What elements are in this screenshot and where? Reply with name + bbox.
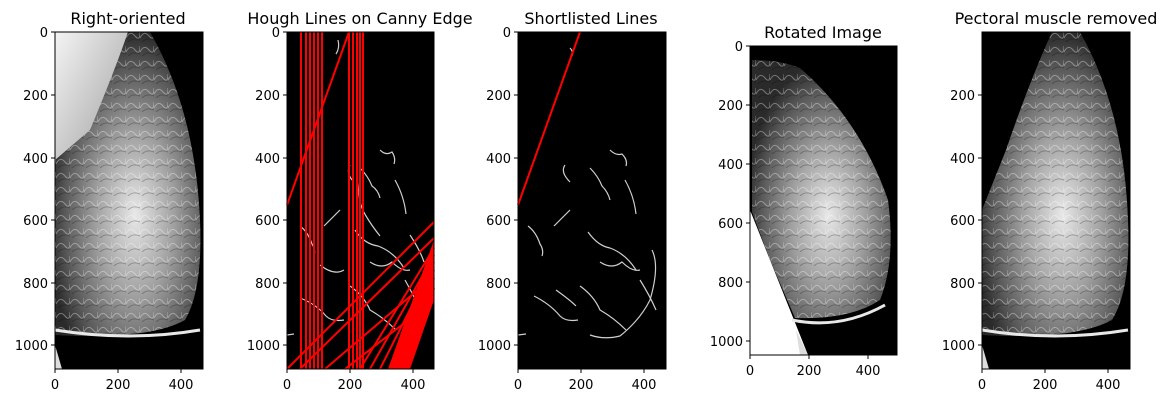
- y-tick-label: 400: [718, 158, 743, 173]
- x-tick-label: 400: [856, 364, 881, 379]
- y-tick-label: 0: [503, 26, 511, 41]
- x-tick-label: 400: [632, 378, 657, 393]
- y-tick-label: 400: [255, 152, 280, 167]
- panel-title: Right-oriented: [70, 9, 185, 28]
- y-tick-label: 600: [950, 214, 975, 229]
- y-tick-label: 200: [718, 99, 743, 114]
- image-pectoral-removed: [981, 32, 1130, 369]
- panel-rotated-image: Rotated Image 0 200 400 600 800 1000 0 2…: [710, 23, 898, 379]
- y-tick-label: 400: [950, 152, 975, 167]
- panel-hough-lines: Hough Lines on Canny Edge: [247, 9, 473, 393]
- y-tick-label: 1000: [15, 339, 48, 354]
- panel-pectoral-removed: Pectoral muscle removed 200 400 600 800 …: [942, 9, 1158, 393]
- image-shortlisted-lines: [517, 31, 666, 369]
- y-tick-label: 1000: [247, 339, 280, 354]
- axes: 0 200 400 600 800 1000 0 200 400: [478, 26, 667, 393]
- x-tick-label: 0: [51, 378, 59, 393]
- panel-title: Pectoral muscle removed: [955, 9, 1158, 28]
- y-tick-label: 0: [40, 26, 48, 41]
- axes: 200 400 600 800 1000 0 200 400: [942, 31, 1131, 393]
- x-ticks: 0 200 400: [51, 369, 194, 393]
- x-tick-label: 200: [338, 378, 363, 393]
- y-tick-label: 800: [23, 277, 48, 292]
- y-ticks: 0 200 400 600 800 1000: [15, 26, 55, 354]
- y-tick-label: 600: [718, 217, 743, 232]
- y-tick-label: 800: [486, 277, 511, 292]
- x-tick-label: 200: [797, 364, 822, 379]
- y-tick-label: 200: [255, 89, 280, 104]
- x-tick-label: 400: [169, 378, 194, 393]
- panel-shortlisted-lines: Shortlisted Lines: [478, 9, 667, 393]
- x-tick-label: 0: [283, 378, 291, 393]
- x-tick-label: 0: [746, 364, 754, 379]
- y-tick-label: 800: [950, 277, 975, 292]
- y-tick-label: 0: [272, 26, 280, 41]
- y-tick-label: 600: [255, 214, 280, 229]
- y-tick-label: 0: [735, 40, 743, 55]
- y-tick-label: 200: [950, 89, 975, 104]
- panel-title: Rotated Image: [764, 23, 882, 42]
- x-tick-label: 200: [1033, 378, 1058, 393]
- y-tick-label: 200: [23, 89, 48, 104]
- y-tick-label: 800: [255, 277, 280, 292]
- y-tick-label: 600: [23, 214, 48, 229]
- image-right-oriented: [54, 32, 203, 369]
- y-tick-label: 600: [486, 214, 511, 229]
- x-tick-label: 400: [401, 378, 426, 393]
- x-tick-label: 200: [106, 378, 131, 393]
- x-tick-label: 400: [1096, 378, 1121, 393]
- panel-title: Hough Lines on Canny Edge: [247, 9, 472, 28]
- image-rotated: [750, 46, 897, 355]
- x-tick-label: 0: [514, 378, 522, 393]
- y-tick-label: 400: [23, 152, 48, 167]
- y-tick-label: 400: [486, 152, 511, 167]
- x-tick-label: 0: [978, 378, 986, 393]
- y-tick-label: 800: [718, 276, 743, 291]
- image-hough-lines: [286, 31, 435, 370]
- panel-title: Shortlisted Lines: [524, 9, 657, 28]
- axes: 0 200 400 600 800 1000 0 200 400: [710, 40, 898, 379]
- panel-right-oriented: Right-oriented 0 200 400 600 800 1000: [15, 9, 204, 393]
- axes: 0 200 400 600 800 1000 0 200 400: [247, 26, 435, 393]
- y-tick-label: 200: [486, 89, 511, 104]
- y-tick-label: 1000: [942, 339, 975, 354]
- x-tick-label: 200: [569, 378, 594, 393]
- axes: 0 200 400 600 800 1000 0 200 400: [15, 26, 204, 393]
- y-tick-label: 1000: [710, 335, 743, 350]
- y-tick-label: 1000: [478, 339, 511, 354]
